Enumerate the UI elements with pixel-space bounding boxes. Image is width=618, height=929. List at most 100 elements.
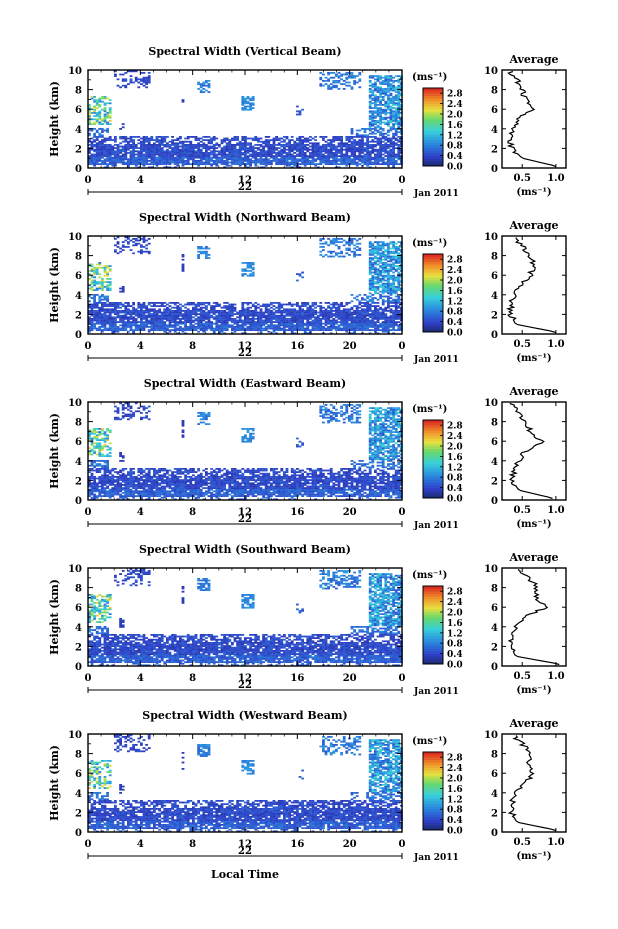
heatmap-cells	[88, 236, 403, 335]
colorbar-tick-label: 1.2	[447, 463, 463, 473]
profile-y-tick-label: 10	[484, 398, 498, 409]
profile-y-tick-label: 0	[491, 164, 498, 175]
y-tick-label: 8	[75, 252, 82, 263]
profile-y-tick-label: 2	[491, 642, 498, 653]
colorbar-tick-label: 0.0	[447, 495, 463, 505]
y-axis-label: Height (km)	[48, 247, 61, 323]
x-tick-label: 12	[238, 175, 252, 186]
colorbar-tick-label: 1.2	[447, 795, 463, 805]
profile-y-tick-label: 0	[491, 828, 498, 839]
colorbar-tick-label: 2.4	[447, 764, 463, 774]
colorbar-tick-label: 0.0	[447, 661, 463, 671]
y-tick-label: 10	[68, 66, 82, 77]
x-tick-label: 0	[399, 673, 406, 684]
profile-y-tick-label: 4	[491, 457, 498, 468]
y-axis-label: Height (km)	[48, 745, 61, 821]
colorbar-tick-label: 0.4	[447, 318, 463, 328]
y-tick-label: 2	[75, 476, 82, 487]
date-label: Jan 2011	[413, 189, 459, 199]
colorbar-tick-label: 2.8	[447, 256, 463, 266]
profile-title: Average	[508, 551, 558, 564]
colorbar-tick-label: 2.0	[447, 111, 463, 121]
heatmap-cells	[88, 568, 403, 667]
y-tick-label: 0	[75, 496, 82, 507]
y-tick-label: 6	[75, 603, 82, 614]
profile-x-label: (ms⁻¹)	[516, 187, 551, 198]
colorbar-unit: (ms⁻¹)	[412, 570, 447, 581]
colorbar-tick-label: 1.2	[447, 297, 463, 307]
y-tick-label: 0	[75, 164, 82, 175]
x-tick-label: 20	[343, 341, 357, 352]
colorbar-tick-label: 0.8	[447, 806, 463, 816]
y-tick-label: 2	[75, 642, 82, 653]
y-tick-label: 4	[75, 457, 82, 468]
x-tick-label: 0	[399, 175, 406, 186]
x-tick-label: 8	[189, 341, 196, 352]
profile-y-tick-label: 8	[491, 750, 498, 761]
profile-line	[507, 569, 560, 666]
profile-x-label: (ms⁻¹)	[516, 353, 551, 364]
y-tick-label: 2	[75, 144, 82, 155]
profile-y-tick-label: 4	[491, 125, 498, 136]
y-tick-label: 6	[75, 105, 82, 116]
profile-y-tick-label: 8	[491, 584, 498, 595]
colorbar: 0.00.40.81.21.62.02.42.8	[422, 253, 463, 339]
profile-x-label: (ms⁻¹)	[516, 685, 551, 696]
colorbar-tick-label: 1.6	[447, 453, 463, 463]
profile-x-tick-label: 0.5	[514, 837, 531, 848]
colorbar-tick-label: 0.0	[447, 163, 463, 173]
profile-y-tick-label: 6	[491, 769, 498, 780]
heatmap-cells	[88, 402, 403, 501]
heatmap-cells	[88, 734, 403, 833]
colorbar: 0.00.40.81.21.62.02.42.8	[422, 87, 463, 173]
chart-panel-2: Spectral Width (Northward Beam) 0 2 4 6 8 10 He…	[48, 211, 567, 365]
x-tick-label: 4	[137, 839, 144, 850]
y-tick-label: 4	[75, 623, 82, 634]
colorbar-tick-label: 2.4	[447, 432, 463, 442]
profile-x-tick-label: 0.5	[514, 339, 531, 350]
profile-line	[507, 735, 557, 832]
y-tick-label: 10	[68, 730, 82, 741]
x-tick-label: 0	[399, 341, 406, 352]
x-tick-label: 4	[137, 673, 144, 684]
x-tick-label: 4	[137, 341, 144, 352]
y-tick-label: 4	[75, 291, 82, 302]
chart-panel-4: Spectral Width (Southward Beam) 0 2 4 6 8 10 He…	[48, 543, 567, 697]
colorbar-unit: (ms⁻¹)	[412, 736, 447, 747]
x-tick-label: 0	[85, 175, 92, 186]
profile-frame	[501, 69, 567, 169]
profile-title: Average	[508, 717, 558, 730]
day-label: 22	[238, 182, 252, 193]
day-label: 22	[238, 680, 252, 691]
day-label: 22	[238, 514, 252, 525]
profile-y-tick-label: 0	[491, 496, 498, 507]
profile-x-label: (ms⁻¹)	[516, 851, 551, 862]
x-tick-label: 8	[189, 507, 196, 518]
colorbar: 0.00.40.81.21.62.02.42.8	[422, 419, 463, 505]
x-tick-label: 20	[343, 175, 357, 186]
y-tick-label: 2	[75, 310, 82, 321]
colorbar-tick-label: 2.4	[447, 266, 463, 276]
profile-y-tick-label: 6	[491, 105, 498, 116]
colorbar-tick-label: 2.8	[447, 588, 463, 598]
y-tick-label: 0	[75, 662, 82, 673]
profile-y-tick-label: 8	[491, 418, 498, 429]
profile-y-tick-label: 0	[491, 330, 498, 341]
profile-y-tick-label: 6	[491, 603, 498, 614]
x-tick-label: 16	[290, 507, 304, 518]
profile-y-tick-label: 2	[491, 144, 498, 155]
x-tick-label: 0	[85, 673, 92, 684]
x-tick-label: 8	[189, 673, 196, 684]
x-tick-label: 0	[85, 341, 92, 352]
profile-y-tick-label: 2	[491, 808, 498, 819]
date-label: Jan 2011	[413, 521, 459, 531]
chart-panel-5: Spectral Width (Westward Beam) 0 2 4 6 8 10 Hei…	[48, 709, 567, 863]
profile-x-tick-label: 0.5	[514, 671, 531, 682]
profile-title: Average	[508, 219, 558, 232]
colorbar-unit: (ms⁻¹)	[412, 238, 447, 249]
y-tick-label: 0	[75, 828, 82, 839]
y-tick-label: 0	[75, 330, 82, 341]
profile-y-tick-label: 8	[491, 252, 498, 263]
date-label: Jan 2011	[413, 853, 459, 863]
